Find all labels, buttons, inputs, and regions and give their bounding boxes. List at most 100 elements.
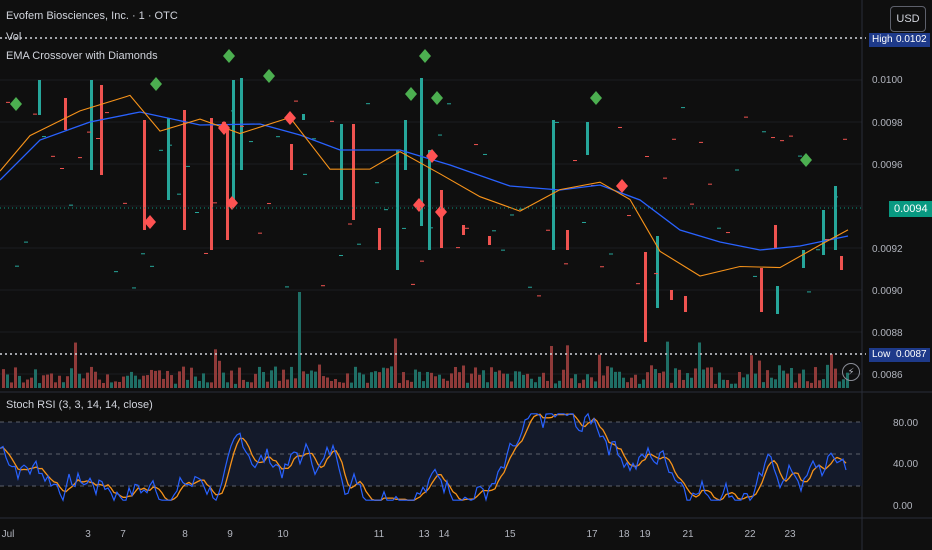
volume-bar xyxy=(614,371,617,388)
volume-bar xyxy=(794,382,797,388)
volume-bar xyxy=(662,371,665,388)
currency-button[interactable]: USD xyxy=(890,6,926,32)
volume-bar xyxy=(322,376,325,388)
volume-bar xyxy=(250,382,253,388)
volume-bar xyxy=(398,382,401,388)
price-tick: 0.0086 xyxy=(872,370,903,381)
volume-bar xyxy=(198,380,201,388)
volume-legend[interactable]: Vol xyxy=(6,31,22,43)
candle-tick xyxy=(564,263,568,265)
volume-bar xyxy=(38,383,41,388)
candle-tick xyxy=(96,137,100,139)
candle-tick xyxy=(150,265,154,267)
candle-tick xyxy=(384,209,388,211)
time-tick: 23 xyxy=(784,529,796,540)
volume-bar xyxy=(238,367,241,388)
candle-tick xyxy=(6,101,10,103)
candle xyxy=(183,110,186,230)
volume-bar xyxy=(750,355,753,388)
volume-bar xyxy=(490,367,493,388)
volume-bar xyxy=(806,381,809,388)
volume-bar xyxy=(386,368,389,388)
candle-tick xyxy=(69,204,73,206)
candle-tick xyxy=(114,271,118,273)
price-tick: 0.0096 xyxy=(872,160,903,171)
volume-bar xyxy=(378,372,381,388)
candle-tick xyxy=(762,131,766,133)
volume-bar xyxy=(430,372,433,388)
volume-bar xyxy=(718,372,721,388)
candle-tick xyxy=(204,252,208,254)
volume-bar xyxy=(574,374,577,388)
stoch-k-line xyxy=(0,412,847,503)
volume-bar xyxy=(122,376,125,388)
price-tick: 0.0100 xyxy=(872,75,903,86)
high-label-badge: High xyxy=(869,33,896,47)
volume-bar xyxy=(110,382,113,388)
volume-bar xyxy=(446,380,449,388)
volume-bar xyxy=(358,372,361,388)
stoch-rsi-pane xyxy=(0,412,862,503)
candle-tick xyxy=(690,203,694,205)
volume-bar xyxy=(94,371,97,388)
stoch-rsi-legend[interactable]: Stoch RSI (3, 3, 14, 14, close) xyxy=(6,399,153,411)
volume-bar xyxy=(606,366,609,388)
volume-bar xyxy=(522,374,525,388)
candle-tick xyxy=(699,141,703,143)
time-tick: 7 xyxy=(120,529,126,540)
symbol-title[interactable]: Evofem Biosciences, Inc. · 1 · OTC xyxy=(6,10,178,22)
volume-bar xyxy=(666,341,669,388)
candle-tick xyxy=(843,138,847,140)
candle-tick xyxy=(60,167,64,169)
candle-tick xyxy=(186,165,190,167)
time-tick: 3 xyxy=(85,529,91,540)
volume-bar xyxy=(82,378,85,388)
candle xyxy=(834,186,837,250)
candle xyxy=(586,122,589,155)
volume-bar xyxy=(290,366,293,388)
lightning-icon[interactable]: ⚡ xyxy=(842,363,860,381)
ema-slow-line xyxy=(0,111,849,251)
candle xyxy=(644,252,647,342)
volume-bar xyxy=(158,370,161,388)
volume-bar xyxy=(118,381,121,388)
volume-bar xyxy=(310,370,313,388)
volume-bar xyxy=(842,379,845,388)
volume-bar xyxy=(462,365,465,388)
diamond-marker xyxy=(223,49,235,63)
volume-bar xyxy=(442,378,445,388)
volume-bar xyxy=(790,367,793,388)
candle xyxy=(760,268,763,312)
volume-bar xyxy=(26,379,29,388)
ema-fast-line xyxy=(0,94,849,277)
candle-tick xyxy=(789,135,793,137)
candle xyxy=(340,124,343,200)
diamond-marker xyxy=(10,97,22,111)
candle-tick xyxy=(105,112,109,114)
candle-tick xyxy=(501,249,505,251)
volume-bar xyxy=(826,364,829,388)
volume-bar xyxy=(34,369,37,388)
candle xyxy=(352,124,355,220)
low-value-badge: 0.0087 xyxy=(893,348,930,362)
volume-bar xyxy=(482,370,485,388)
diamond-marker xyxy=(144,215,156,229)
volume-bar xyxy=(618,371,621,388)
volume-bar xyxy=(22,382,25,388)
volume-bar xyxy=(590,377,593,388)
candle-tick xyxy=(42,136,46,138)
volume-bar xyxy=(2,369,5,388)
volume-bar xyxy=(106,374,109,388)
volume-bar xyxy=(218,360,221,388)
volume-bar xyxy=(602,375,605,388)
candle-tick xyxy=(636,283,640,285)
volume-bar xyxy=(266,381,269,388)
volume-bar xyxy=(258,366,261,388)
candle-tick xyxy=(276,136,280,138)
diamond-marker xyxy=(419,49,431,63)
candle-tick xyxy=(231,110,235,112)
candle-tick xyxy=(645,156,649,158)
ema-indicator-legend[interactable]: EMA Crossover with Diamonds xyxy=(6,50,158,62)
volume-bar xyxy=(562,369,565,388)
